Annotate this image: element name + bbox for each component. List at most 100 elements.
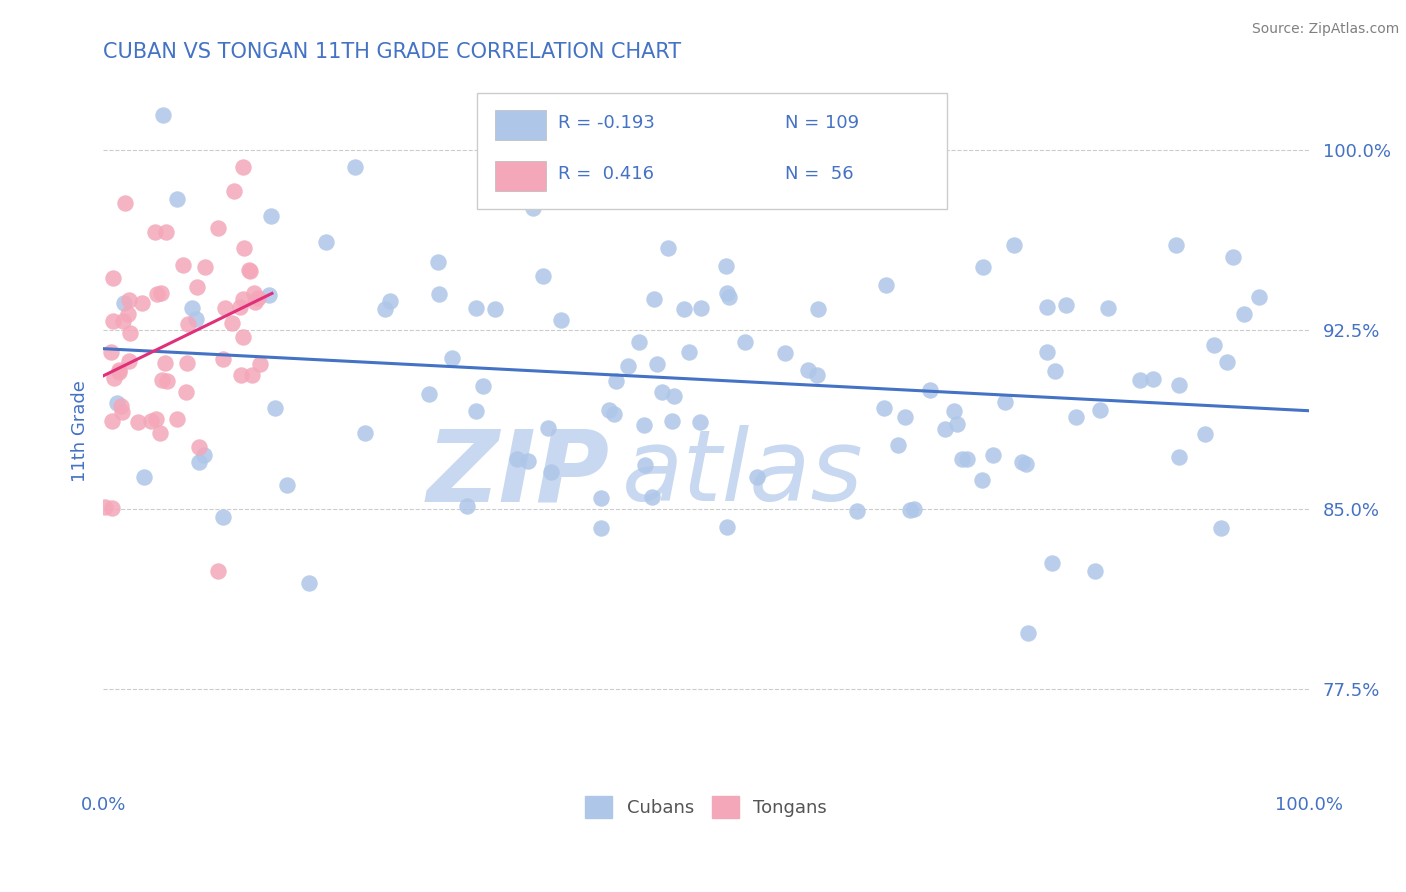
Point (898, 502, 921, 516)
Point (1249, 290, 1271, 304)
Point (118, 354, 141, 368)
Point (690, 301, 713, 315)
Point (522, 201, 544, 215)
Point (107, 365, 129, 379)
Point (118, 293, 141, 307)
Point (343, 160, 366, 174)
Point (101, 271, 124, 285)
Point (246, 292, 269, 306)
Point (117, 307, 139, 321)
Text: R =  0.416: R = 0.416 (558, 165, 654, 183)
Point (114, 196, 136, 211)
Point (1084, 565, 1107, 579)
Point (103, 371, 125, 385)
Point (588, 95, 610, 110)
FancyBboxPatch shape (495, 161, 546, 191)
Point (139, 414, 162, 428)
Point (734, 334, 756, 349)
Y-axis label: 11th Grade: 11th Grade (72, 381, 89, 483)
Point (943, 403, 966, 417)
Point (264, 401, 287, 415)
Point (149, 426, 172, 441)
Point (1097, 301, 1119, 315)
Point (441, 351, 464, 365)
Point (540, 465, 562, 479)
Point (110, 399, 132, 413)
Text: N = 109: N = 109 (785, 114, 859, 132)
Point (1002, 238, 1025, 252)
Point (465, 404, 488, 418)
Point (531, 268, 554, 283)
Point (107, 362, 129, 376)
Point (155, 226, 177, 240)
Point (918, 384, 941, 398)
Point (353, 425, 375, 440)
Point (186, 311, 208, 326)
Point (661, 414, 683, 428)
Point (228, 300, 250, 314)
Point (238, 262, 260, 277)
Point (617, 359, 640, 373)
Point (934, 422, 956, 436)
Point (517, 453, 540, 467)
Point (1088, 403, 1111, 417)
Point (651, 384, 673, 399)
Point (212, 510, 235, 524)
Point (1168, 450, 1191, 465)
Point (111, 314, 134, 328)
Point (233, 241, 256, 255)
Point (1209, 521, 1232, 535)
Point (1064, 410, 1087, 425)
Point (465, 301, 488, 315)
Point (207, 221, 229, 235)
Point (1011, 455, 1033, 469)
Text: atlas: atlas (621, 425, 863, 523)
Point (797, 363, 820, 377)
Point (229, 368, 252, 382)
Point (972, 473, 994, 487)
Text: ZIP: ZIP (426, 425, 610, 523)
Point (100, 414, 122, 428)
Point (1202, 338, 1225, 352)
Point (221, 316, 243, 330)
Point (188, 440, 211, 454)
Point (94, 500, 117, 515)
Point (166, 412, 188, 426)
Point (657, 241, 679, 255)
Legend: Cubans, Tongans: Cubans, Tongans (578, 789, 834, 825)
Point (745, 469, 768, 483)
Point (112, 296, 135, 310)
Point (150, 372, 173, 386)
Point (188, 455, 211, 469)
Point (232, 292, 254, 306)
Point (950, 451, 973, 466)
Point (212, 351, 235, 366)
Point (1036, 300, 1059, 314)
Point (1233, 307, 1256, 321)
Point (605, 375, 627, 389)
Point (186, 280, 208, 294)
Point (181, 301, 204, 315)
Point (672, 302, 695, 317)
Point (716, 520, 738, 534)
Text: CUBAN VS TONGAN 11TH GRADE CORRELATION CHART: CUBAN VS TONGAN 11TH GRADE CORRELATION C… (103, 42, 682, 62)
Point (427, 255, 450, 269)
Point (875, 277, 897, 292)
Point (662, 389, 685, 403)
Point (166, 192, 188, 206)
Text: N =  56: N = 56 (785, 165, 853, 183)
FancyBboxPatch shape (495, 111, 546, 140)
Point (956, 451, 979, 466)
Point (716, 259, 738, 273)
Text: R = -0.193: R = -0.193 (558, 114, 655, 132)
Point (550, 313, 572, 327)
Point (1040, 556, 1063, 570)
Point (239, 264, 262, 278)
Text: Source: ZipAtlas.com: Source: ZipAtlas.com (1251, 22, 1399, 37)
Point (873, 401, 896, 415)
Point (1215, 355, 1237, 369)
Point (1194, 426, 1216, 441)
Point (773, 345, 796, 359)
Point (893, 409, 915, 424)
Point (143, 225, 166, 239)
